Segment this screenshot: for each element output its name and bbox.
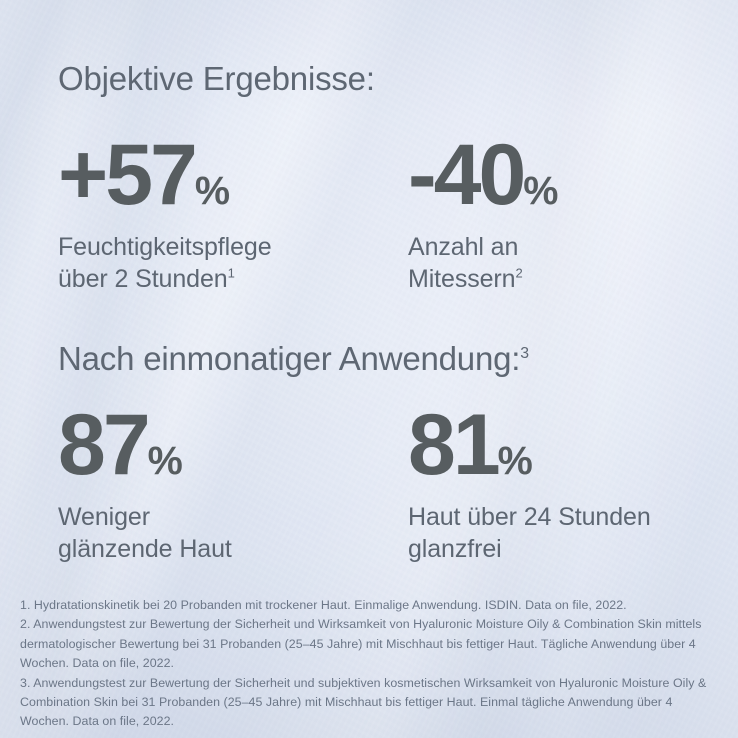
stat-blackheads-value: -40% <box>408 132 558 218</box>
stat-oil-free-24h-unit: % <box>497 439 533 483</box>
footnote-1: 1. Hydratationskinetik bei 20 Probanden … <box>20 598 627 612</box>
stat-blackheads-label: Anzahl an Mitessern2 <box>408 231 557 295</box>
stat-blackheads: -40% Anzahl an Mitessern2 <box>408 132 558 295</box>
stat-oil-free-24h-label: Haut über 24 Stunden glanzfrei <box>408 503 651 563</box>
stat-moisture-label: Feuchtigkeitspflege über 2 Stunden1 <box>58 231 272 295</box>
monthly-use-heading: Nach einmonatiger Anwendung:3 <box>58 340 529 378</box>
stat-less-shine-number: 87 <box>58 397 151 493</box>
stat-moisture-label-text: Feuchtigkeitspflege über 2 Stunden <box>58 233 272 293</box>
monthly-use-footnote-ref: 3 <box>520 345 529 362</box>
monthly-use-heading-text: Nach einmonatiger Anwendung: <box>58 340 521 377</box>
stat-oil-free-24h: 81% Haut über 24 Stunden glanzfrei <box>408 402 651 565</box>
stat-less-shine-unit: % <box>147 439 183 483</box>
stat-moisture-number: +57 <box>58 127 198 223</box>
footnote-2: 2. Anwendungstest zur Bewertung der Sich… <box>20 617 702 671</box>
objective-results-heading: Objektive Ergebnisse: <box>58 60 375 98</box>
stat-oil-free-24h-value: 81% <box>408 402 651 488</box>
stat-blackheads-unit: % <box>523 169 558 213</box>
stat-less-shine: 87% Weniger glänzende Haut <box>58 402 232 565</box>
stat-moisture-value: +57% <box>58 132 272 218</box>
stat-oil-free-24h-number: 81 <box>408 397 501 493</box>
footnote-3: 3. Anwendungstest zur Bewertung der Sich… <box>20 675 707 729</box>
objective-results-heading-text: Objektive Ergebnisse: <box>58 60 375 97</box>
stat-less-shine-value: 87% <box>58 402 232 488</box>
stat-blackheads-number: -40 <box>408 127 526 223</box>
footnotes: 1. Hydratationskinetik bei 20 Probanden … <box>20 596 722 732</box>
stat-moisture-unit: % <box>194 169 230 213</box>
stat-moisture-footnote-ref: 1 <box>227 265 235 281</box>
stat-less-shine-label: Weniger glänzende Haut <box>58 503 232 563</box>
stat-moisture: +57% Feuchtigkeitspflege über 2 Stunden1 <box>58 132 272 295</box>
stat-blackheads-footnote-ref: 2 <box>515 265 523 281</box>
stat-blackheads-label-text: Anzahl an Mitessern <box>408 233 519 293</box>
